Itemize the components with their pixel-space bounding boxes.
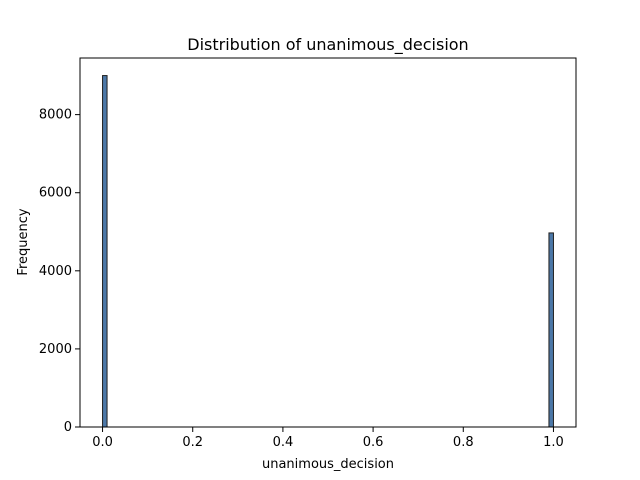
y-tick-label: 6000 xyxy=(39,186,72,201)
x-tick-label: 0.2 xyxy=(182,435,203,450)
y-axis-label: Frequency xyxy=(16,208,31,275)
chart-title: Distribution of unanimous_decision xyxy=(187,35,468,55)
y-tick-label: 4000 xyxy=(39,264,72,279)
x-tick-label: 0.4 xyxy=(273,435,294,450)
x-tick-label: 0.0 xyxy=(92,435,113,450)
y-tick-label: 2000 xyxy=(39,342,72,357)
y-axis-ticks: 0 2000 4000 6000 8000 xyxy=(39,108,80,435)
x-tick-label: 0.8 xyxy=(453,435,474,450)
histogram-bar-0 xyxy=(102,75,108,428)
x-axis-ticks: 0.0 0.2 0.4 0.6 0.8 1.0 xyxy=(92,427,564,450)
y-tick-label: 8000 xyxy=(39,108,72,123)
x-tick-label: 1.0 xyxy=(543,435,564,450)
x-axis-label: unanimous_decision xyxy=(262,457,394,472)
histogram-bar-1 xyxy=(548,232,554,428)
x-tick-label: 0.6 xyxy=(363,435,384,450)
y-tick-label: 0 xyxy=(64,420,72,435)
plot-frame xyxy=(79,57,577,428)
